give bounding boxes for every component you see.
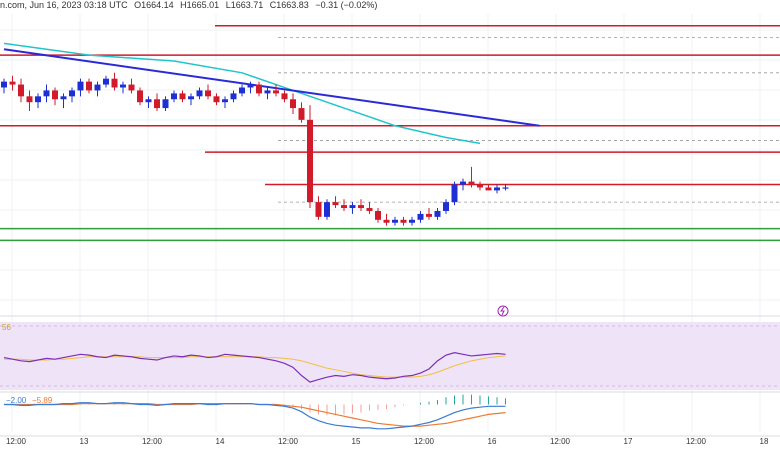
candle-body xyxy=(307,119,313,203)
x-tick-label: 18 xyxy=(760,437,769,446)
candle-body xyxy=(324,202,330,217)
candle-body xyxy=(502,187,509,189)
candle-body xyxy=(154,99,160,109)
candle-body xyxy=(290,99,296,109)
candle-body xyxy=(298,108,305,120)
header-low: L1663.71 xyxy=(225,0,264,10)
x-tick-label: 12:00 xyxy=(550,437,571,446)
candle-body xyxy=(171,93,177,100)
candle-body xyxy=(60,96,67,100)
macd-signal-label: −5.89 xyxy=(32,396,53,405)
candle-body xyxy=(213,96,220,103)
candle-body xyxy=(239,87,245,94)
header-high: H1665.01 xyxy=(180,0,220,10)
x-tick-label: 16 xyxy=(488,437,497,446)
macd-panel: −2.00 −5.89 xyxy=(4,394,506,430)
candle-body xyxy=(417,213,424,220)
candle-body xyxy=(392,219,398,223)
candle-body xyxy=(485,187,492,191)
candle-body xyxy=(111,78,118,88)
candle-body xyxy=(315,202,322,217)
candle-body xyxy=(77,81,84,91)
x-tick-label: 14 xyxy=(216,437,225,446)
candle-body xyxy=(179,93,186,100)
x-tick-label: 12:00 xyxy=(142,437,163,446)
candle-body xyxy=(281,93,288,100)
candle-body xyxy=(35,96,41,103)
candle-body xyxy=(205,90,211,97)
candle-body xyxy=(52,90,58,100)
x-axis: 12:00 13 12:00 14 12:00 15 12:00 16 12:00 17 12:00… xyxy=(6,437,769,446)
candle-body xyxy=(358,205,364,209)
lightning-icon xyxy=(497,305,509,317)
candle-body xyxy=(375,210,381,220)
candle-body xyxy=(383,219,390,223)
grid-lines xyxy=(0,14,780,437)
candle-body xyxy=(366,208,373,211)
rsi-line xyxy=(3,352,506,383)
bearish-trendline xyxy=(3,48,540,127)
x-tick-label: 13 xyxy=(80,437,89,446)
candle-body xyxy=(273,90,279,94)
candle-body xyxy=(256,84,262,94)
horizontal-levels xyxy=(0,25,780,242)
candle-body xyxy=(103,78,109,85)
price-series xyxy=(1,42,540,317)
candle-body xyxy=(426,213,432,217)
x-tick-label: 12:00 xyxy=(414,437,435,446)
macd-value-label: −2.00 xyxy=(6,396,27,405)
candle-body xyxy=(137,90,143,103)
rsi-value-label: 56 xyxy=(2,323,11,332)
candle-body xyxy=(349,205,356,209)
candle-body xyxy=(468,181,475,185)
header-close: C1663.83 xyxy=(269,0,309,10)
candle-body xyxy=(86,81,92,91)
candle-body xyxy=(69,90,75,97)
lightning-icon-glyph xyxy=(500,306,505,316)
x-tick-label: 12:00 xyxy=(6,437,27,446)
candle-body xyxy=(477,184,483,188)
candle-body xyxy=(451,184,458,203)
candle-body xyxy=(196,90,203,97)
header-change: −0.31 (−0.02%) xyxy=(315,0,378,10)
candle-body xyxy=(332,202,339,206)
candle-body xyxy=(443,202,449,211)
rsi-band xyxy=(0,322,780,390)
candle-body xyxy=(43,90,50,97)
candle-body xyxy=(494,187,500,191)
candle-body xyxy=(230,93,237,100)
candle-body xyxy=(434,210,441,217)
candle-body xyxy=(128,84,135,91)
candle-body xyxy=(400,219,407,223)
header-open: O1664.14 xyxy=(134,0,174,10)
candle-body xyxy=(460,181,466,185)
candle-body xyxy=(264,90,271,94)
candle-body xyxy=(1,81,7,88)
x-tick-label: 15 xyxy=(352,437,361,446)
candle-body xyxy=(162,99,169,109)
macd-signal-line xyxy=(4,403,506,427)
candle-body xyxy=(188,96,194,100)
candle-body xyxy=(120,84,126,88)
macd-line xyxy=(4,402,506,430)
candle-body xyxy=(247,84,254,88)
candle-body xyxy=(409,219,415,223)
candle-body xyxy=(18,84,24,97)
x-tick-label: 12:00 xyxy=(686,437,707,446)
candle-body xyxy=(26,96,33,103)
candle-body xyxy=(341,205,347,209)
candle-body xyxy=(9,81,16,85)
x-tick-label: 12:00 xyxy=(278,437,299,446)
candle-body xyxy=(145,99,152,103)
candle-body xyxy=(222,99,228,103)
header-source: n.com, Jun 16, 2023 03:18 UTC xyxy=(0,0,128,10)
rsi-panel: 56 xyxy=(0,322,780,390)
candle-body xyxy=(94,84,101,91)
x-tick-label: 17 xyxy=(624,437,633,446)
ohlc-header: n.com, Jun 16, 2023 03:18 UTC O1664.14 H… xyxy=(0,0,381,10)
